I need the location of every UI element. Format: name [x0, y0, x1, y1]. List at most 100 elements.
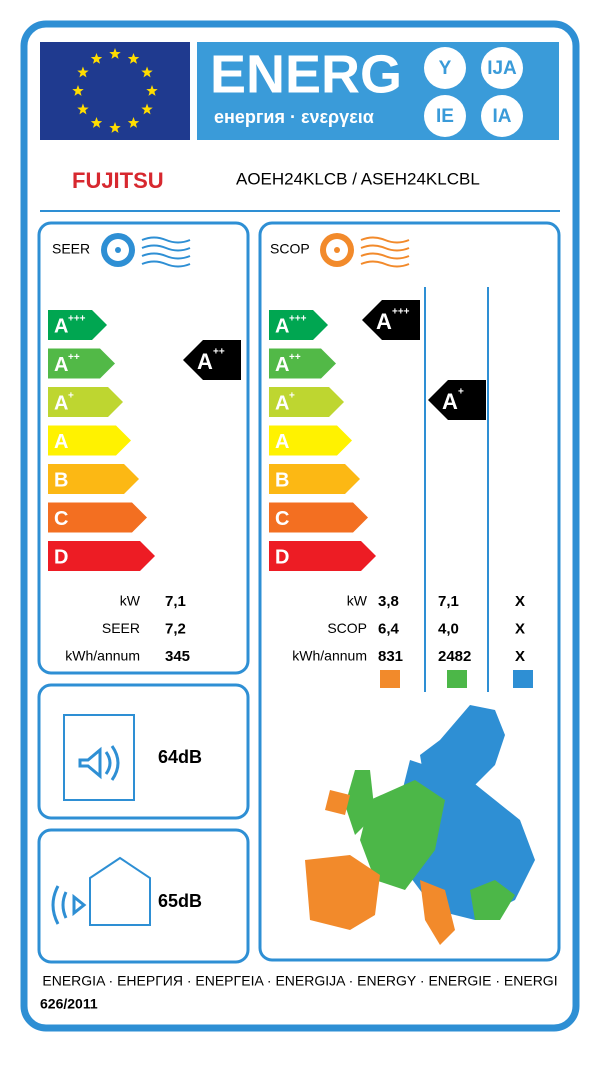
badge-text: IE	[436, 106, 454, 127]
row-value: 7,1	[438, 593, 459, 610]
class-sup: +	[68, 391, 74, 402]
class-letter: A	[54, 354, 68, 376]
europe-map	[305, 705, 535, 945]
row-value: 7,1	[165, 593, 186, 610]
rating-arrow	[428, 380, 486, 420]
badge	[481, 47, 523, 89]
brand: FUJITSU	[72, 168, 164, 193]
class-letter: A	[275, 392, 289, 414]
row-label: kWh/annum	[292, 648, 367, 664]
row-value: 6,4	[378, 620, 400, 637]
badge-text: IA	[493, 106, 512, 127]
class-sup: ++	[289, 352, 301, 363]
house-outline	[89, 856, 151, 926]
star	[77, 66, 89, 78]
class-letter: D	[275, 546, 289, 568]
speaker-icon	[78, 745, 120, 781]
class-arrow	[48, 502, 147, 533]
row-value: X	[515, 593, 525, 610]
star	[109, 48, 121, 59]
class-letter: A	[275, 354, 289, 376]
class-arrow	[48, 348, 115, 379]
row-label: kW	[120, 593, 141, 609]
class-arrow	[269, 425, 352, 456]
class-letter: C	[275, 508, 289, 530]
cool-fan-icon	[101, 233, 191, 268]
badge	[424, 95, 466, 137]
rating-sup: ++	[213, 347, 225, 358]
star	[77, 103, 89, 115]
star	[146, 85, 158, 96]
model: AOEH24KLCB / ASEH24KLCBL	[236, 169, 480, 188]
seer-label: SEER	[52, 241, 90, 257]
class-letter: A	[54, 315, 68, 337]
star	[141, 103, 153, 115]
class-letter: B	[275, 469, 289, 491]
class-letter: A	[54, 392, 68, 414]
regulation: 626/2011	[40, 996, 98, 1012]
star	[109, 122, 121, 133]
class-arrow	[269, 502, 368, 533]
row-label: SEER	[102, 620, 140, 636]
row-value: 3,8	[378, 593, 399, 610]
rating-letter: A	[197, 349, 213, 374]
rating-arrow	[183, 340, 241, 380]
row-label: SCOP	[327, 620, 367, 636]
class-arrow	[269, 387, 344, 417]
energ-subtitle: енергия · ενεργεια	[214, 107, 374, 127]
rating-sup: +	[458, 387, 464, 398]
class-arrow	[269, 348, 336, 379]
row-value: 4,0	[438, 620, 459, 637]
scop-label: SCOP	[270, 241, 310, 257]
cold-climate-swatch	[513, 670, 533, 688]
rating-letter: A	[442, 389, 458, 414]
house-icon	[63, 714, 135, 801]
class-letter: B	[54, 469, 68, 491]
row-value: X	[515, 648, 525, 665]
star	[127, 117, 140, 128]
heat-fan-icon	[320, 233, 410, 268]
class-arrow	[48, 310, 107, 340]
seer-panel	[37, 221, 250, 675]
star	[90, 52, 103, 64]
label-border	[20, 20, 580, 1032]
badge-text: IJA	[487, 58, 517, 79]
class-arrow	[48, 464, 139, 494]
warm-climate-swatch	[380, 670, 400, 688]
class-arrow	[269, 464, 360, 494]
class-arrow	[269, 541, 376, 571]
badge	[481, 95, 523, 137]
star	[127, 52, 140, 64]
class-arrow	[48, 425, 131, 456]
speaker-icon	[51, 885, 87, 925]
row-label: kW	[347, 593, 368, 609]
star	[141, 66, 153, 78]
row-value: 831	[378, 648, 403, 665]
outdoor-noise: 65dB	[158, 891, 202, 911]
class-arrow	[269, 310, 328, 340]
indoor-noise-panel	[37, 683, 250, 820]
row-value: 2482	[438, 648, 471, 665]
class-arrow	[48, 387, 123, 417]
class-sup: +	[289, 391, 295, 402]
class-arrow	[48, 541, 155, 571]
scop-panel	[258, 221, 561, 962]
class-sup: ++	[68, 352, 80, 363]
average-climate-swatch	[447, 670, 467, 688]
class-sup: +++	[289, 314, 307, 325]
badge	[424, 47, 466, 89]
energ-title: ENERG	[210, 44, 402, 104]
languages: ENERGIA · ЕНЕРГИЯ · ΕΝΕΡΓΕΙΑ · ENERGIJA …	[42, 973, 557, 989]
class-letter: A	[275, 315, 289, 337]
row-value: X	[515, 620, 525, 637]
row-value: 345	[165, 648, 190, 665]
star	[72, 85, 84, 96]
rating-sup: +++	[392, 307, 410, 318]
class-letter: D	[54, 546, 68, 568]
badge-text: Y	[439, 58, 452, 79]
class-letter: A	[54, 431, 68, 453]
star	[90, 117, 103, 128]
class-letter: A	[275, 431, 289, 453]
row-label: kWh/annum	[65, 648, 140, 664]
